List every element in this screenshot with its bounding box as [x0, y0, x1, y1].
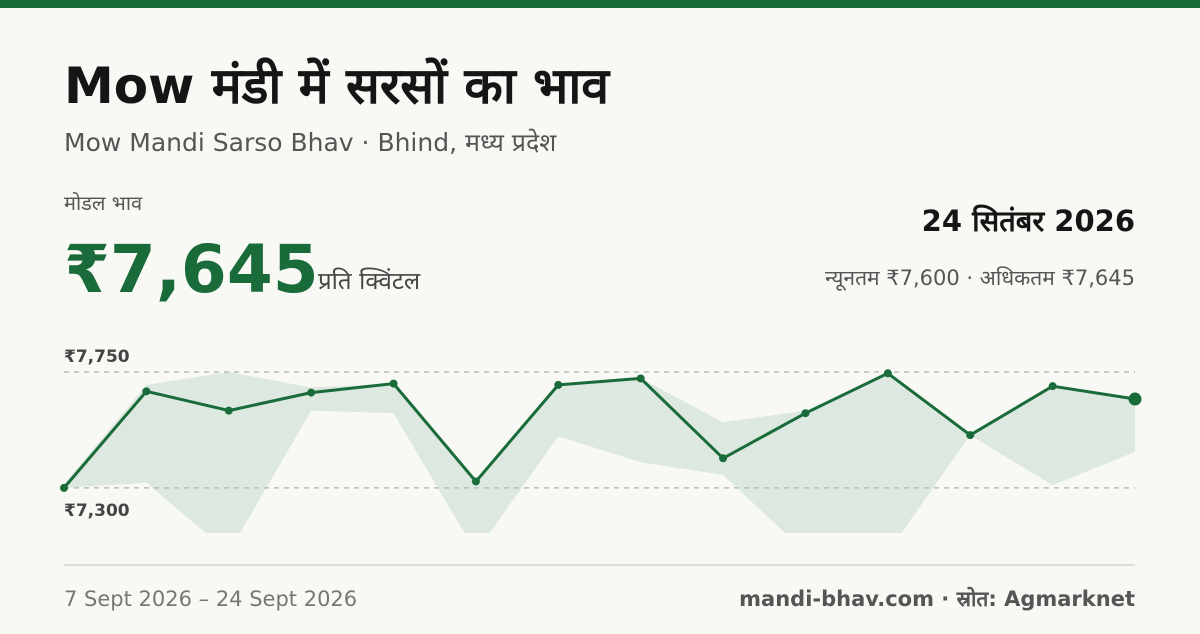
plot-area	[64, 372, 1135, 533]
point	[554, 380, 563, 389]
price-band	[64, 372, 1135, 533]
source: mandi-bhav.com · स्रोत: Agmarknet	[739, 586, 1135, 611]
chart-layer: ₹7,300 ₹7,750	[60, 347, 1142, 521]
price-line	[62, 371, 1136, 489]
point	[719, 454, 728, 463]
point	[636, 374, 645, 383]
point	[966, 431, 975, 440]
price-range: न्यूनतम ₹7,600 · अधिकतम ₹7,645	[825, 266, 1135, 291]
date: 24 सितंबर 2026	[922, 204, 1135, 238]
point	[1128, 392, 1142, 406]
point	[883, 369, 892, 378]
point	[801, 409, 810, 418]
unit: प्रति क्विंटल	[318, 267, 421, 295]
y-tick-label: ₹7,300	[64, 501, 130, 521]
point	[471, 477, 480, 486]
point	[1048, 382, 1057, 391]
top-bar	[0, 0, 1200, 8]
price: ₹7,645	[64, 231, 319, 308]
price-label: मोडल भाव	[64, 191, 143, 215]
date-range: 7 Sept 2026 – 24 Sept 2026	[64, 587, 357, 611]
subtitle: Mow Mandi Sarso Bhav · Bhind, मध्य प्रदे…	[64, 128, 557, 157]
title: Mow मंडी में सरसों का भाव	[64, 57, 611, 115]
point	[142, 387, 151, 396]
point	[60, 483, 68, 492]
point	[224, 406, 233, 415]
point	[389, 379, 398, 388]
point	[307, 388, 316, 397]
y-tick-label: ₹7,750	[64, 347, 130, 367]
